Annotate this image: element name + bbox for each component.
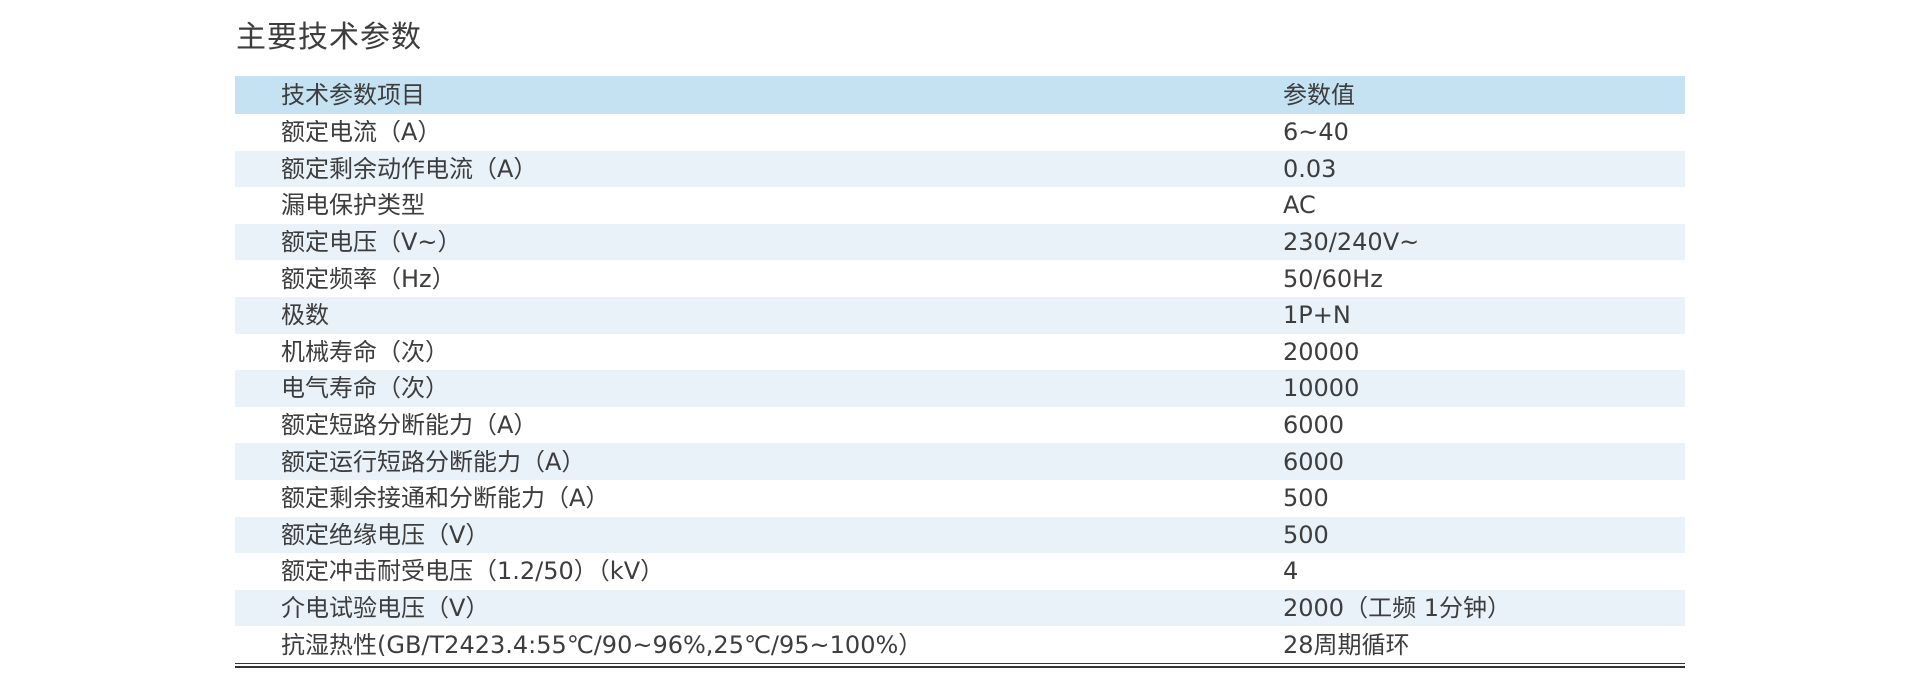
table-row: 极数 1P+N	[235, 296, 1685, 334]
param-name-cell: 漏电保护类型	[281, 193, 425, 218]
table-row: 额定冲击耐受电压（1.2/50）（kV） 4	[235, 553, 1685, 590]
param-value-cell: 0.03	[1283, 156, 1337, 181]
table-row: 额定运行短路分断能力（A） 6000	[235, 443, 1685, 480]
param-value-cell: 6000	[1283, 449, 1345, 474]
table-row: 额定短路分断能力（A） 6000	[235, 406, 1685, 444]
param-value-cell: 4	[1283, 559, 1299, 584]
table-body: 额定电流（A） 6~40 额定剩余动作电流（A） 0.03 漏电保护类型 AC 额定电压（V…	[235, 114, 1685, 663]
table-row: 额定剩余接通和分断能力（A） 500	[235, 479, 1685, 517]
table-bottom-double-rule	[235, 662, 1685, 669]
table-row: 电气寿命（次） 10000	[235, 370, 1685, 407]
table-row: 额定电流（A） 6~40	[235, 114, 1685, 151]
param-value-cell: AC	[1283, 193, 1316, 218]
param-value-cell: 2000（工频 1分钟）	[1283, 596, 1511, 621]
page-title: 主要技术参数	[236, 20, 422, 55]
param-name-cell: 额定剩余接通和分断能力（A）	[281, 486, 610, 511]
table-row: 机械寿命（次） 20000	[235, 333, 1685, 371]
param-name-cell: 机械寿命（次）	[281, 339, 449, 364]
spec-table: 技术参数项目 参数值 额定电流（A） 6~40 额定剩余动作电流（A） 0.03 漏电保…	[235, 76, 1685, 669]
param-value-cell: 28周期循环	[1283, 632, 1410, 657]
param-value-cell: 20000	[1283, 339, 1360, 364]
column-header-parameter-item: 技术参数项目	[281, 83, 425, 107]
param-value-cell: 6~40	[1283, 120, 1349, 145]
param-name-cell: 额定短路分断能力（A）	[281, 413, 538, 438]
param-name-cell: 抗湿热性(GB/T2423.4:55℃/90~96%,25℃/95~100%）	[281, 632, 923, 657]
param-name-cell: 极数	[281, 303, 329, 328]
table-row: 抗湿热性(GB/T2423.4:55℃/90~96%,25℃/95~100%） 2…	[235, 626, 1685, 663]
param-value-cell: 50/60Hz	[1283, 266, 1383, 291]
param-name-cell: 额定绝缘电压（V）	[281, 522, 490, 547]
param-name-cell: 额定冲击耐受电压（1.2/50）（kV）	[281, 559, 665, 584]
param-value-cell: 6000	[1283, 413, 1345, 438]
table-row: 介电试验电压（V） 2000（工频 1分钟）	[235, 589, 1685, 627]
param-value-cell: 230/240V~	[1283, 230, 1420, 255]
table-header-row: 技术参数项目 参数值	[235, 76, 1685, 114]
param-name-cell: 额定频率（Hz）	[281, 266, 456, 291]
table-row: 额定电压（V~） 230/240V~	[235, 223, 1685, 261]
param-name-cell: 额定运行短路分断能力（A）	[281, 449, 586, 474]
param-value-cell: 500	[1283, 486, 1329, 511]
param-value-cell: 500	[1283, 522, 1329, 547]
param-name-cell: 额定电流（A）	[281, 120, 442, 145]
table-row: 额定绝缘电压（V） 500	[235, 516, 1685, 554]
table-row: 额定剩余动作电流（A） 0.03	[235, 150, 1685, 188]
param-value-cell: 10000	[1283, 376, 1360, 401]
param-value-cell: 1P+N	[1283, 303, 1351, 328]
table-row: 漏电保护类型 AC	[235, 187, 1685, 224]
param-name-cell: 介电试验电压（V）	[281, 596, 490, 621]
param-name-cell: 额定剩余动作电流（A）	[281, 156, 538, 181]
param-name-cell: 额定电压（V~）	[281, 230, 462, 255]
table-row: 额定频率（Hz） 50/60Hz	[235, 260, 1685, 297]
param-name-cell: 电气寿命（次）	[281, 376, 449, 401]
column-header-parameter-value: 参数值	[1283, 83, 1355, 107]
